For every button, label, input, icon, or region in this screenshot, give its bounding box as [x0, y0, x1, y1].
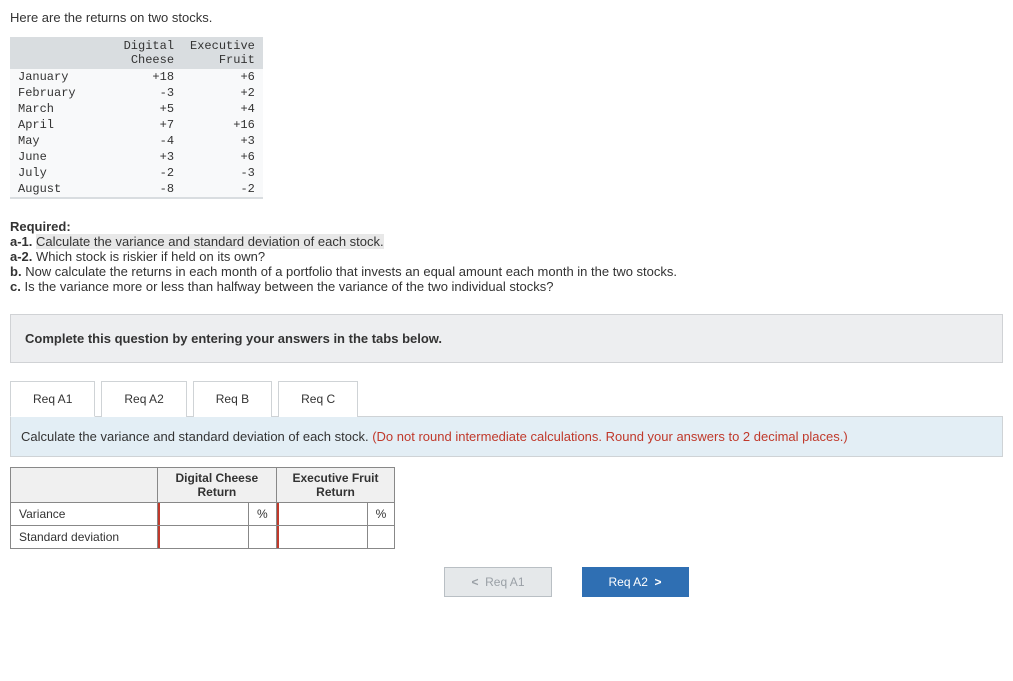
- ef-cell: +2: [182, 85, 263, 101]
- dc-cell: +18: [116, 69, 182, 85]
- pct-2: %: [367, 503, 395, 526]
- ef-cell: +16: [182, 117, 263, 133]
- table-row: July-2-3: [10, 165, 263, 181]
- ef-cell: +6: [182, 149, 263, 165]
- table-row: January+18+6: [10, 69, 263, 85]
- c-label: c.: [10, 279, 21, 294]
- stddev-dc-input[interactable]: [159, 526, 248, 548]
- tab-req-a2[interactable]: Req A2: [101, 381, 186, 417]
- table-row: February-3+2: [10, 85, 263, 101]
- pct-3: [249, 526, 277, 549]
- month-cell: February: [10, 85, 116, 101]
- ef-cell: -2: [182, 181, 263, 197]
- dc-cell: +5: [116, 101, 182, 117]
- tab-req-c[interactable]: Req C: [278, 381, 358, 417]
- th-digital-cheese: DigitalCheese: [116, 37, 182, 69]
- tab-req-a1[interactable]: Req A1: [10, 381, 95, 417]
- dc-cell: -4: [116, 133, 182, 149]
- ef-cell: +4: [182, 101, 263, 117]
- table-row: June+3+6: [10, 149, 263, 165]
- answer-table: Digital CheeseReturn Executive FruitRetu…: [10, 467, 395, 549]
- month-cell: January: [10, 69, 116, 85]
- a1-label: a-1.: [10, 234, 32, 249]
- pct-4: [367, 526, 395, 549]
- dc-cell: +3: [116, 149, 182, 165]
- ef-cell: -3: [182, 165, 263, 181]
- table-row: May-4+3: [10, 133, 263, 149]
- month-cell: March: [10, 101, 116, 117]
- prev-label: Req A1: [485, 575, 524, 589]
- ans-row-variance: Variance: [11, 503, 158, 526]
- month-cell: June: [10, 149, 116, 165]
- dc-cell: +7: [116, 117, 182, 133]
- dc-cell: -2: [116, 165, 182, 181]
- intro-text: Here are the returns on two stocks.: [10, 10, 1003, 25]
- variance-ef-input[interactable]: [277, 503, 366, 525]
- th-executive-fruit: ExecutiveFruit: [182, 37, 263, 69]
- instruction-box: Complete this question by entering your …: [10, 314, 1003, 363]
- ans-th-ef: Executive FruitReturn: [276, 468, 395, 503]
- panel-hint: (Do not round intermediate calculations.…: [372, 429, 847, 444]
- month-cell: April: [10, 117, 116, 133]
- th-blank: [10, 37, 116, 69]
- chevron-left-icon: <: [471, 575, 478, 589]
- dc-cell: -3: [116, 85, 182, 101]
- ans-th-blank: [11, 468, 158, 503]
- tab-req-b[interactable]: Req B: [193, 381, 272, 417]
- month-cell: July: [10, 165, 116, 181]
- a2-label: a-2.: [10, 249, 32, 264]
- next-button[interactable]: Req A2 >: [582, 567, 689, 597]
- b-label: b.: [10, 264, 22, 279]
- a2-text: Which stock is riskier if held on its ow…: [36, 249, 265, 264]
- month-cell: August: [10, 181, 116, 197]
- ans-th-dc: Digital CheeseReturn: [158, 468, 277, 503]
- c-text: Is the variance more or less than halfwa…: [24, 279, 553, 294]
- pct-1: %: [249, 503, 277, 526]
- tab-panel-a1: Calculate the variance and standard devi…: [10, 416, 1003, 457]
- stddev-ef-input[interactable]: [277, 526, 366, 548]
- returns-table: DigitalCheese ExecutiveFruit January+18+…: [10, 37, 263, 199]
- b-text: Now calculate the returns in each month …: [25, 264, 677, 279]
- month-cell: May: [10, 133, 116, 149]
- dc-cell: -8: [116, 181, 182, 197]
- required-heading: Required:: [10, 219, 71, 234]
- table-row: August-8-2: [10, 181, 263, 197]
- next-label: Req A2: [609, 575, 648, 589]
- panel-prompt: Calculate the variance and standard devi…: [21, 429, 372, 444]
- prev-button[interactable]: < Req A1: [444, 567, 551, 597]
- variance-dc-input[interactable]: [159, 503, 248, 525]
- table-row: April+7+16: [10, 117, 263, 133]
- a1-text: Calculate the variance and standard devi…: [36, 234, 384, 249]
- ef-cell: +6: [182, 69, 263, 85]
- required-block: Required: a-1. Calculate the variance an…: [10, 219, 1003, 294]
- chevron-right-icon: >: [655, 575, 662, 589]
- table-row: March+5+4: [10, 101, 263, 117]
- ans-row-stddev: Standard deviation: [11, 526, 158, 549]
- nav-buttons: < Req A1 Req A2 >: [130, 567, 1003, 597]
- ef-cell: +3: [182, 133, 263, 149]
- tabs: Req A1 Req A2 Req B Req C: [10, 381, 1003, 417]
